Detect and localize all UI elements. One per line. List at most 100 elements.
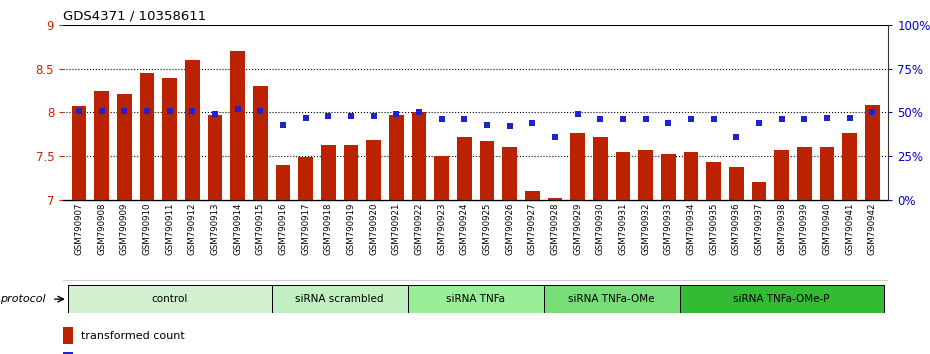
Point xyxy=(275,122,290,127)
Text: GSM790918: GSM790918 xyxy=(324,202,333,255)
Bar xyxy=(253,86,268,200)
Point xyxy=(343,113,358,119)
Text: GSM790931: GSM790931 xyxy=(618,202,628,255)
Bar xyxy=(593,137,607,200)
Point xyxy=(797,116,812,122)
Bar xyxy=(865,105,880,200)
Bar xyxy=(185,60,200,200)
Bar xyxy=(797,148,812,200)
Text: GSM790940: GSM790940 xyxy=(822,202,831,255)
Bar xyxy=(231,51,246,200)
Bar xyxy=(570,132,585,200)
Point xyxy=(638,116,653,122)
Bar xyxy=(638,150,653,200)
Point xyxy=(843,115,857,120)
Text: GSM790908: GSM790908 xyxy=(98,202,106,255)
Text: GSM790907: GSM790907 xyxy=(74,202,84,255)
Point xyxy=(434,116,449,122)
Bar xyxy=(775,150,789,200)
Point xyxy=(185,108,200,114)
Text: GSM790926: GSM790926 xyxy=(505,202,514,255)
Text: GSM790938: GSM790938 xyxy=(777,202,786,255)
Point xyxy=(706,116,721,122)
Text: GSM790912: GSM790912 xyxy=(188,202,197,255)
Text: GSM790941: GSM790941 xyxy=(845,202,854,255)
Text: GSM790909: GSM790909 xyxy=(120,202,129,255)
Text: siRNA scrambled: siRNA scrambled xyxy=(296,294,384,304)
Bar xyxy=(843,132,857,200)
Text: GSM790937: GSM790937 xyxy=(754,202,764,255)
Point xyxy=(616,116,631,122)
Point xyxy=(457,116,472,122)
Text: GSM790925: GSM790925 xyxy=(483,202,492,255)
Bar xyxy=(680,285,884,313)
Point xyxy=(94,108,109,114)
Text: control: control xyxy=(152,294,188,304)
Bar xyxy=(544,285,680,313)
Text: siRNA TNFa: siRNA TNFa xyxy=(446,294,505,304)
Text: GSM790928: GSM790928 xyxy=(551,202,560,255)
Bar xyxy=(407,285,544,313)
Point xyxy=(684,116,698,122)
Bar xyxy=(63,327,73,344)
Point xyxy=(163,108,178,114)
Bar xyxy=(819,148,834,200)
Bar xyxy=(366,141,381,200)
Text: protocol: protocol xyxy=(0,294,46,304)
Text: GSM790930: GSM790930 xyxy=(596,202,604,255)
Text: GSM790933: GSM790933 xyxy=(664,202,672,255)
Text: GSM790914: GSM790914 xyxy=(233,202,242,255)
Point xyxy=(412,110,427,115)
Point xyxy=(253,108,268,114)
Text: transformed count: transformed count xyxy=(81,331,185,341)
Point xyxy=(729,134,744,140)
Bar xyxy=(95,91,109,200)
Bar xyxy=(480,141,495,200)
Point xyxy=(819,115,834,120)
Point xyxy=(389,111,404,117)
Text: GSM790934: GSM790934 xyxy=(686,202,696,255)
Bar xyxy=(684,152,698,200)
Text: GSM790923: GSM790923 xyxy=(437,202,446,255)
Point xyxy=(207,111,222,117)
Text: GSM790942: GSM790942 xyxy=(868,202,877,255)
Text: GSM790920: GSM790920 xyxy=(369,202,379,255)
Bar xyxy=(412,113,426,200)
Text: siRNA TNFa-OMe-P: siRNA TNFa-OMe-P xyxy=(734,294,830,304)
Text: siRNA TNFa-OMe: siRNA TNFa-OMe xyxy=(568,294,655,304)
Text: GSM790915: GSM790915 xyxy=(256,202,265,255)
Text: GSM790911: GSM790911 xyxy=(166,202,174,255)
Point xyxy=(366,113,381,119)
Text: GDS4371 / 10358611: GDS4371 / 10358611 xyxy=(63,9,206,22)
Text: GSM790917: GSM790917 xyxy=(301,202,311,255)
Bar xyxy=(272,285,407,313)
Bar xyxy=(706,162,721,200)
Point xyxy=(72,108,86,114)
Text: GSM790929: GSM790929 xyxy=(573,202,582,255)
Bar xyxy=(163,78,177,200)
Bar xyxy=(502,148,517,200)
Text: GSM790913: GSM790913 xyxy=(210,202,219,255)
Text: GSM790919: GSM790919 xyxy=(347,202,355,255)
Bar xyxy=(321,145,336,200)
Bar xyxy=(299,157,313,200)
Point xyxy=(661,120,676,126)
Point xyxy=(548,134,563,140)
Bar xyxy=(548,198,563,200)
Point xyxy=(751,120,766,126)
Text: GSM790921: GSM790921 xyxy=(392,202,401,255)
Bar xyxy=(207,115,222,200)
Bar xyxy=(389,115,404,200)
Text: GSM790936: GSM790936 xyxy=(732,202,741,255)
Point xyxy=(480,122,495,127)
Bar xyxy=(140,73,154,200)
Bar xyxy=(457,137,472,200)
Point xyxy=(865,110,880,115)
Point xyxy=(774,116,789,122)
Point xyxy=(231,106,246,112)
Text: GSM790927: GSM790927 xyxy=(528,202,537,255)
Point xyxy=(117,108,132,114)
Bar xyxy=(63,352,73,354)
Text: GSM790924: GSM790924 xyxy=(459,202,469,255)
Bar xyxy=(434,156,449,200)
